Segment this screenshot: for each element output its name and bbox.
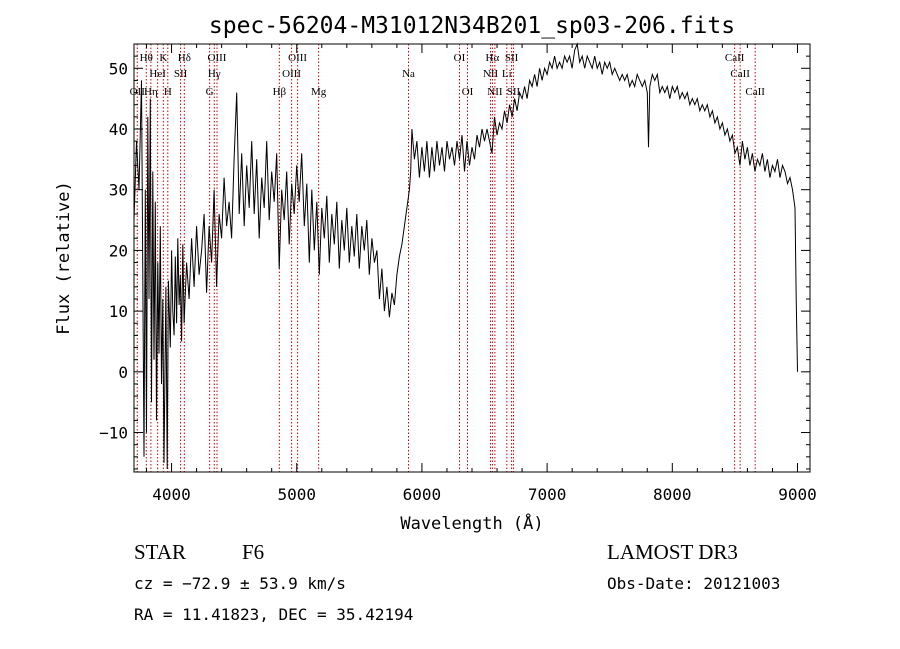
y-tick-label-6: 50	[109, 59, 128, 78]
x-tick-label-3: 7000	[528, 485, 567, 504]
observation-date: Obs-Date: 20121003	[607, 574, 780, 593]
marker-label-21: Li	[502, 68, 512, 80]
marker-label-19: Hα	[486, 52, 500, 64]
marker-label-22: SII	[505, 52, 519, 64]
marker-label-14: Mg	[311, 86, 327, 98]
x-axis-label: Wavelength (Å)	[400, 512, 543, 534]
x-tick-label-4: 8000	[653, 485, 692, 504]
marker-label-16: OI	[454, 52, 466, 64]
x-tick-label-0: 4000	[152, 485, 191, 504]
axis-ticks: 4000 5000 6000 7000 8000 9000 −10 0 10 20 30 40 50	[99, 43, 817, 504]
y-tick-label-3: 20	[109, 241, 128, 260]
coordinates-readout: RA = 11.41823, DEC = 35.42194	[134, 605, 413, 624]
survey-name: LAMOST DR3	[607, 540, 738, 564]
line-markers	[136, 44, 756, 472]
marker-label-0: OII	[130, 86, 146, 98]
marker-label-4: K	[159, 52, 167, 64]
x-tick-label-2: 6000	[403, 485, 442, 504]
marker-label-25: CaII	[730, 68, 750, 80]
x-tick-label-5: 9000	[778, 485, 817, 504]
marker-label-15: Na	[402, 68, 415, 80]
marker-label-9: Hγ	[208, 68, 221, 80]
y-tick-label-1: 0	[118, 363, 128, 382]
marker-label-8: G	[206, 86, 214, 98]
y-tick-label-0: −10	[99, 424, 128, 443]
spectrum-line	[133, 42, 798, 470]
marker-label-11: Hβ	[273, 86, 287, 98]
object-class: STAR	[134, 540, 186, 564]
marker-label-3: HeI	[149, 68, 166, 80]
y-tick-label-5: 40	[109, 120, 128, 139]
chart-title: spec-56204-M31012N34B201_sp03-206.fits	[209, 13, 735, 39]
marker-label-20: NII	[487, 86, 503, 98]
marker-label-7: Hδ	[178, 52, 191, 64]
spectral-subclass: F6	[242, 540, 264, 564]
x-tick-label-1: 5000	[277, 485, 316, 504]
marker-label-10: OIII	[208, 52, 227, 64]
y-tick-label-2: 10	[109, 302, 128, 321]
marker-label-6: SII	[174, 68, 188, 80]
velocity-readout: cz = −72.9 ± 53.9 km/s	[134, 574, 346, 593]
marker-label-26: CaII	[745, 86, 765, 98]
marker-label-5: H	[164, 86, 172, 98]
marker-label-24: CaII	[725, 52, 745, 64]
marker-label-2: Hη	[144, 86, 158, 98]
marker-label-23: SII	[507, 86, 521, 98]
marker-label-1: Hθ	[140, 52, 153, 64]
line-marker-labels: OIIHθHηHeIKHSIIHδGHγOIIIHβOIIIOIIIMgNaOI…	[130, 52, 766, 98]
marker-label-18: NII	[483, 68, 499, 80]
marker-label-12: OIII	[282, 68, 301, 80]
y-axis-label: Flux (relative)	[54, 181, 74, 335]
marker-label-17: OI	[462, 86, 474, 98]
plot-frame	[133, 43, 811, 473]
marker-label-13: OIII	[288, 52, 307, 64]
y-tick-label-4: 30	[109, 181, 128, 200]
